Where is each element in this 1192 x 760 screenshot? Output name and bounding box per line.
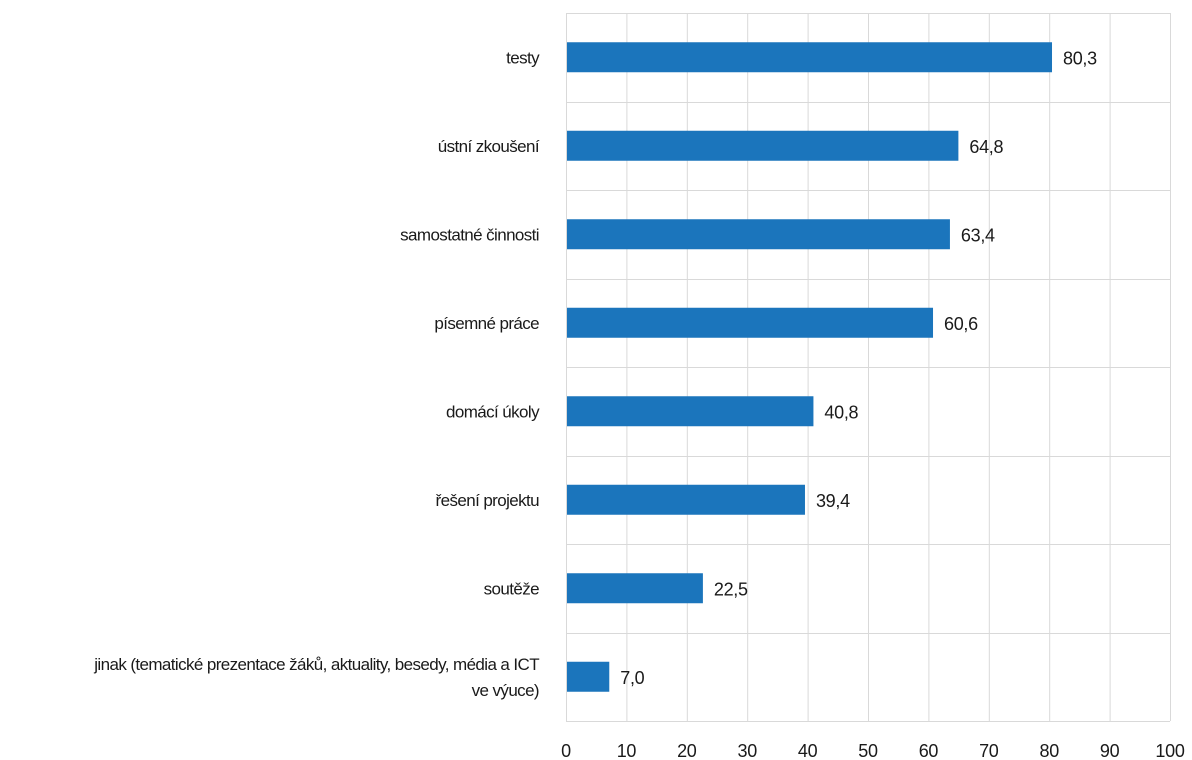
category-label-line: soutěže (484, 579, 539, 598)
category-label-line: ústní zkoušení (438, 137, 540, 156)
bar-value-label: 64,8 (969, 137, 1003, 157)
x-tick-label: 60 (919, 741, 939, 760)
category-label: domácí úkoly (446, 402, 540, 421)
category-label: testy (506, 48, 540, 67)
x-tick-label: 40 (798, 741, 818, 760)
bars-layer (567, 42, 1053, 692)
bar-value-label: 40,8 (824, 402, 858, 422)
x-tick-label: 50 (858, 741, 878, 760)
bar-value-label: 60,6 (944, 314, 978, 334)
bar-value-label: 80,3 (1063, 48, 1097, 68)
x-tick-label: 0 (561, 741, 571, 760)
bar (567, 661, 610, 692)
category-label: soutěže (484, 579, 539, 598)
category-label: ústní zkoušení (438, 137, 540, 156)
bar-value-label: 22,5 (714, 579, 748, 599)
bar (567, 307, 934, 338)
category-label: jinak (tematické prezentace žáků, aktual… (93, 655, 539, 700)
category-label: písemné práce (434, 314, 539, 333)
grid-layer (566, 13, 1171, 722)
bar-value-label: 63,4 (961, 225, 995, 245)
x-tick-label: 30 (737, 741, 757, 760)
category-label-line: testy (506, 48, 540, 67)
category-label-line: jinak (tematické prezentace žáků, aktual… (93, 655, 539, 674)
category-label-line: řešení projektu (436, 491, 540, 510)
bar (567, 573, 703, 604)
category-label-line: domácí úkoly (446, 402, 540, 421)
category-label-line: písemné práce (434, 314, 539, 333)
x-tick-label: 20 (677, 741, 697, 760)
category-label: řešení projektu (436, 491, 540, 510)
x-tick-label: 10 (617, 741, 637, 760)
bar (567, 484, 805, 515)
x-tick-label: 90 (1100, 741, 1120, 760)
bar (567, 219, 950, 250)
category-label-line: ve výuce) (472, 681, 539, 700)
bar-value-label: 39,4 (816, 491, 850, 511)
bar (567, 130, 959, 161)
category-label-line: samostatné činnosti (400, 225, 539, 244)
labels-layer: 80,3 testy 64,8 ústní zkoušení 63,4 samostatn… (93, 48, 1097, 700)
bar (567, 396, 814, 427)
x-tick-label: 70 (979, 741, 999, 760)
x-axis-ticks: 0 10 20 30 40 50 60 70 80 90 100 (561, 741, 1185, 760)
bar (567, 42, 1053, 73)
category-label: samostatné činnosti (400, 225, 539, 244)
x-tick-label: 80 (1039, 741, 1059, 760)
x-tick-label: 100 (1155, 741, 1184, 760)
bar-value-label: 7,0 (620, 668, 644, 688)
